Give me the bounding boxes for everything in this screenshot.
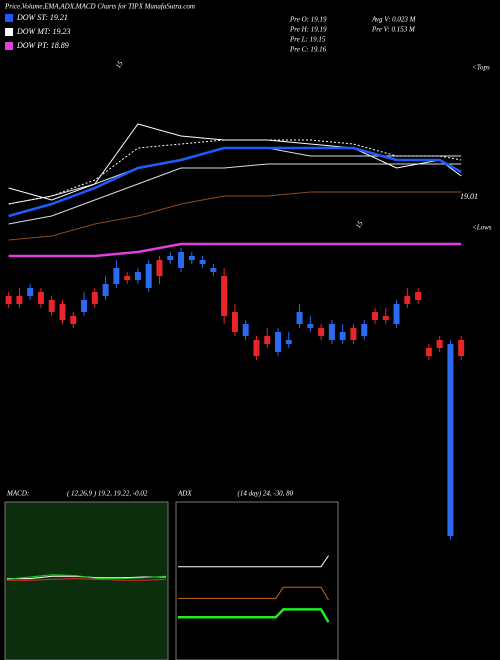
candle-body — [167, 256, 174, 260]
legend-label: DOW MT: 19.23 — [16, 27, 71, 36]
legend-label: DOW PT: 18.89 — [16, 41, 69, 50]
date-label: 15 — [114, 59, 125, 69]
candle-body — [318, 328, 325, 336]
candle-body — [37, 292, 44, 304]
panel — [4, 501, 169, 660]
candle-body — [81, 300, 88, 312]
candle-body — [27, 288, 34, 296]
candle-body — [404, 296, 411, 304]
candle-body — [59, 304, 66, 320]
candle-body — [113, 268, 120, 284]
candle-body — [275, 332, 282, 352]
candle-body — [361, 324, 368, 336]
info-low: Pre L: 19.15 — [289, 36, 326, 44]
panel-subtitle: ( 12,26,9 ) 19.2, 19.22, -0.02 — [67, 490, 148, 498]
panel-subtitle: (14 day) 24, -30, 80 — [238, 490, 294, 498]
legend-swatch — [5, 28, 13, 36]
line-series — [8, 123, 462, 201]
line-series — [178, 555, 329, 568]
candle-body — [425, 348, 432, 356]
candle-body — [221, 276, 228, 316]
candle-body — [178, 252, 185, 268]
candle-body — [339, 332, 346, 340]
candle-body — [242, 324, 249, 336]
candle-body — [231, 312, 238, 332]
date-label: 15 — [354, 219, 365, 229]
prev-volume: Pre V: 0.153 M — [371, 26, 416, 34]
candle-body — [156, 260, 163, 276]
candle-body — [91, 292, 98, 304]
candle-body — [188, 256, 195, 260]
line-series — [8, 146, 462, 218]
candle-body — [350, 328, 357, 340]
candle-body — [102, 284, 109, 296]
tops-label: <Tops — [472, 64, 490, 72]
line-series — [6, 574, 167, 580]
candle-body — [328, 324, 335, 340]
panel-title: MACD: — [6, 490, 29, 498]
candle-body — [307, 324, 314, 328]
candle-body — [372, 312, 378, 320]
candle-body — [16, 296, 23, 304]
info-close: Pre C: 19.16 — [289, 46, 327, 54]
candle-body — [124, 276, 131, 280]
line-series — [8, 191, 462, 241]
line-series — [7, 578, 167, 581]
candle-body — [199, 260, 206, 264]
lows-label: <Lows — [472, 224, 492, 232]
candle-body — [264, 336, 271, 344]
candle-body — [5, 296, 12, 304]
candle-body — [447, 344, 454, 536]
line-series — [178, 586, 329, 601]
candle-body — [48, 300, 55, 312]
line-series — [8, 163, 462, 225]
candle-body — [296, 312, 303, 324]
candle-body — [436, 340, 443, 348]
avg-volume: Avg V: 0.023 M — [371, 16, 417, 24]
line-series — [8, 242, 462, 258]
candle-body — [210, 268, 217, 272]
candle-body — [393, 304, 400, 324]
legend-swatch — [5, 14, 13, 22]
candle-body — [145, 264, 152, 288]
legend-label: DOW ST: 19.21 — [16, 13, 68, 22]
panel-title: ADX — [177, 490, 192, 498]
page-title: Price,Volume,EMA,ADX,MACD Charts for TIP… — [4, 3, 195, 11]
candle-body — [458, 340, 465, 356]
candle-body — [382, 316, 389, 320]
info-open: Pre O: 19.19 — [289, 16, 327, 24]
candle-body — [253, 340, 260, 356]
candle-body — [285, 340, 292, 344]
price-label: 19.01 — [460, 192, 478, 201]
candle-body — [134, 272, 141, 280]
legend-swatch — [5, 42, 13, 50]
panel — [175, 501, 339, 660]
line-series — [178, 608, 330, 623]
candle-body — [70, 316, 77, 324]
info-high: Pre H: 19.19 — [289, 26, 327, 34]
candle-body — [415, 292, 422, 300]
